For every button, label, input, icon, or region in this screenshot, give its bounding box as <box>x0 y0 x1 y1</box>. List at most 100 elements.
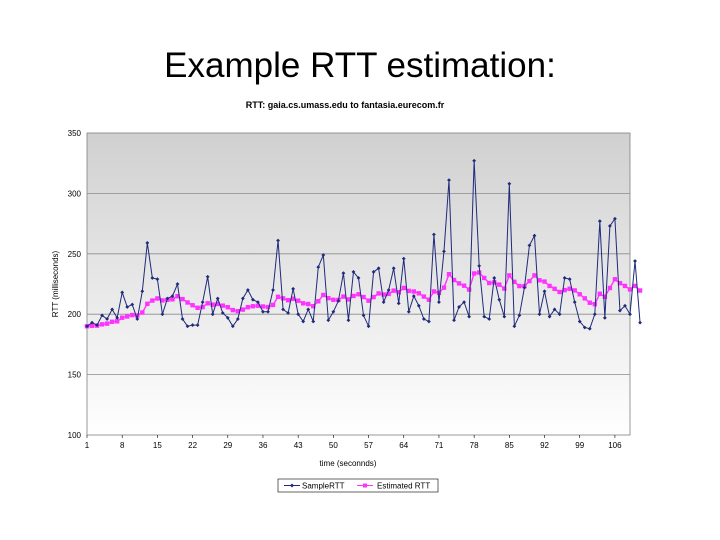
data-point-estimated-rtt <box>552 286 557 292</box>
data-point-sample-rtt <box>256 300 260 305</box>
data-point-sample-rtt <box>145 241 150 245</box>
data-point-estimated-rtt <box>145 301 150 307</box>
y-tick-label: 300 <box>68 189 82 198</box>
data-point-sample-rtt <box>437 300 441 305</box>
data-point-estimated-rtt <box>230 307 236 313</box>
x-tick-label: 64 <box>399 441 408 450</box>
data-point-estimated-rtt <box>391 288 396 293</box>
data-point-sample-rtt <box>321 253 326 257</box>
data-point-sample-rtt <box>613 216 617 221</box>
data-point-estimated-rtt <box>99 322 105 327</box>
data-point-estimated-rtt <box>331 297 336 303</box>
data-point-sample-rtt <box>85 324 89 329</box>
data-point-estimated-rtt <box>622 283 628 289</box>
x-tick-label: 99 <box>575 441 584 450</box>
data-point-estimated-rtt <box>245 304 251 310</box>
data-point-sample-rtt <box>185 324 190 329</box>
legend-marker-sample <box>290 483 294 488</box>
data-point-estimated-rtt <box>637 288 643 293</box>
y-tick-label: 100 <box>68 431 82 440</box>
data-point-sample-rtt <box>326 318 331 323</box>
legend: SampleRTT Estimated RTT <box>277 478 439 493</box>
data-point-sample-rtt <box>220 311 225 315</box>
data-point-sample-rtt <box>426 319 431 324</box>
x-axis-ticks: 1 8 15 22 29 36 43 50 57 64 71 78 85 92 99 106 <box>85 435 622 450</box>
data-point-estimated-rtt <box>612 277 618 282</box>
data-point-sample-rtt <box>597 219 602 224</box>
data-point-estimated-rtt <box>130 312 135 318</box>
x-tick-label: 15 <box>153 441 162 450</box>
data-point-estimated-rtt <box>396 290 401 295</box>
data-point-estimated-rtt <box>632 283 638 289</box>
data-point-estimated-rtt <box>627 287 633 292</box>
data-point-sample-rtt <box>467 314 472 319</box>
data-point-estimated-rtt <box>456 281 462 286</box>
x-tick-label: 78 <box>470 441 479 450</box>
legend-label-estimated: Estimated RTT <box>377 482 430 491</box>
data-point-estimated-rtt <box>537 278 542 283</box>
data-point-sample-rtt <box>125 305 130 309</box>
data-point-sample-rtt <box>623 303 627 308</box>
data-point-sample-rtt <box>618 308 622 313</box>
data-point-estimated-rtt <box>461 283 467 288</box>
data-point-estimated-rtt <box>587 300 592 305</box>
x-tick-label: 8 <box>120 441 125 450</box>
data-point-sample-rtt <box>582 325 587 330</box>
data-point-sample-rtt <box>406 309 411 314</box>
data-point-sample-rtt <box>225 315 230 320</box>
data-point-sample-rtt <box>532 233 537 238</box>
data-point-estimated-rtt <box>290 296 296 301</box>
data-point-estimated-rtt <box>507 273 512 278</box>
x-tick-label: 57 <box>364 441 373 450</box>
data-point-sample-rtt <box>371 270 376 274</box>
data-point-estimated-rtt <box>119 315 125 320</box>
data-point-sample-rtt <box>587 326 592 331</box>
data-point-sample-rtt <box>170 294 175 298</box>
data-point-estimated-rtt <box>250 304 256 309</box>
x-tick-label: 50 <box>329 441 338 450</box>
data-point-sample-rtt <box>572 300 577 305</box>
data-point-sample-rtt <box>150 276 155 280</box>
data-point-estimated-rtt <box>170 297 175 302</box>
data-point-estimated-rtt <box>341 294 346 299</box>
legend-marker-estimated <box>363 483 367 488</box>
data-point-estimated-rtt <box>436 290 442 296</box>
data-point-estimated-rtt <box>381 292 386 297</box>
data-point-estimated-rtt <box>366 298 371 303</box>
data-point-sample-rtt <box>351 270 356 274</box>
data-point-sample-rtt <box>140 289 145 294</box>
data-point-sample-rtt <box>105 317 110 321</box>
data-point-sample-rtt <box>195 323 200 327</box>
data-point-sample-rtt <box>346 318 351 323</box>
data-point-estimated-rtt <box>356 292 361 297</box>
data-point-sample-rtt <box>266 309 270 314</box>
data-point-estimated-rtt <box>542 279 547 284</box>
data-point-sample-rtt <box>517 313 522 318</box>
data-point-sample-rtt <box>628 312 632 317</box>
data-point-sample-rtt <box>462 300 466 305</box>
data-point-sample-rtt <box>522 285 527 290</box>
x-axis-label: time (seconnds) <box>320 459 377 468</box>
data-point-estimated-rtt <box>321 292 326 298</box>
x-tick-label: 43 <box>294 441 303 450</box>
data-point-estimated-rtt <box>547 283 552 289</box>
data-point-estimated-rtt <box>421 294 427 299</box>
y-tick-label: 250 <box>68 250 82 259</box>
data-point-sample-rtt <box>331 309 336 314</box>
data-point-sample-rtt <box>502 314 507 319</box>
data-point-sample-rtt <box>432 232 436 237</box>
data-point-estimated-rtt <box>125 314 130 319</box>
data-point-sample-rtt <box>95 323 99 327</box>
data-point-sample-rtt <box>291 286 296 291</box>
data-point-sample-rtt <box>487 317 492 321</box>
data-point-sample-rtt <box>200 300 205 305</box>
data-point-sample-rtt <box>286 311 291 315</box>
x-tick-label: 85 <box>505 441 514 450</box>
data-point-estimated-rtt <box>104 321 110 326</box>
data-point-sample-rtt <box>447 178 451 183</box>
data-point-sample-rtt <box>180 317 185 321</box>
data-point-sample-rtt <box>100 313 104 318</box>
data-point-estimated-rtt <box>135 313 140 318</box>
data-point-sample-rtt <box>396 301 401 306</box>
